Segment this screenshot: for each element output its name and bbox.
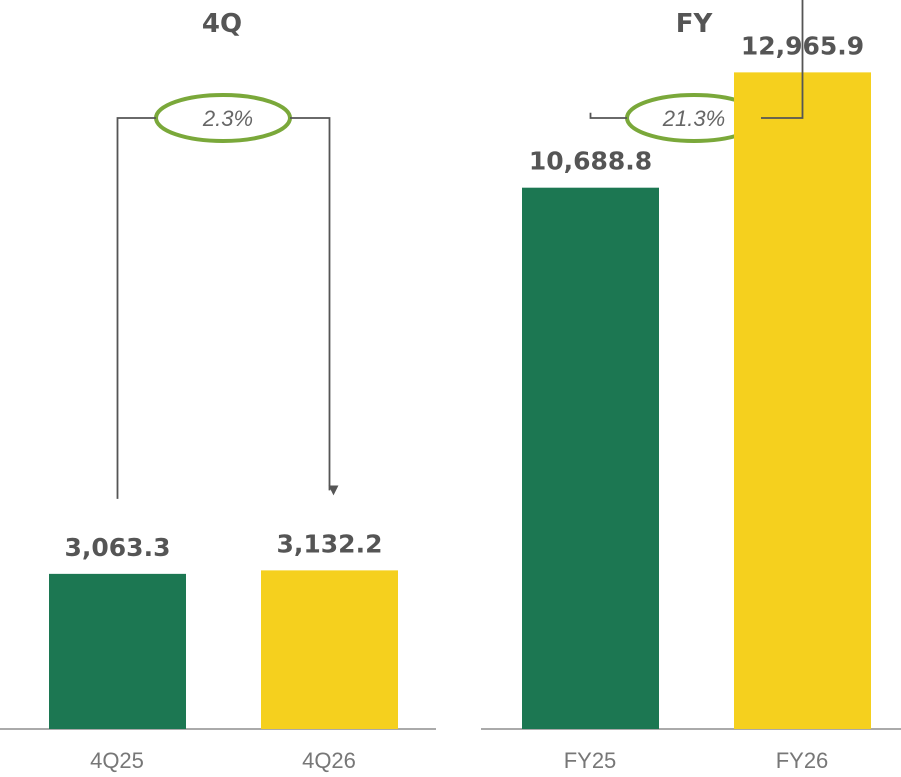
tick-label-4q26: 4Q26 xyxy=(302,748,356,773)
value-label-4q26: 3,132.2 xyxy=(277,529,383,558)
growth-label-4q: 2.3% xyxy=(202,106,253,131)
growth-connector-4q xyxy=(116,117,330,499)
tick-label-fy25: FY25 xyxy=(564,748,617,773)
value-label-fy25: 10,688.8 xyxy=(529,147,652,176)
growth-label-fy: 21.3% xyxy=(662,106,725,131)
bar-4q26 xyxy=(261,570,398,729)
panel-4q: 4Q 4Q25 4Q26 3,063.3 3,132.2 2.3% xyxy=(0,9,436,773)
tick-label-fy26: FY26 xyxy=(776,748,829,773)
panel-title-4q: 4Q xyxy=(202,9,242,39)
panel-title-fy: FY xyxy=(676,9,714,39)
value-label-4q25: 3,063.3 xyxy=(65,533,171,562)
bar-fy26 xyxy=(734,72,871,730)
bar-fy25 xyxy=(522,187,659,730)
tick-label-4q25: 4Q25 xyxy=(90,748,144,773)
growth-connector-fy xyxy=(589,0,803,119)
panel-fy: FY FY25 FY26 10,688.812,965.921.3% xyxy=(481,0,901,773)
bar-4q25 xyxy=(49,573,186,729)
